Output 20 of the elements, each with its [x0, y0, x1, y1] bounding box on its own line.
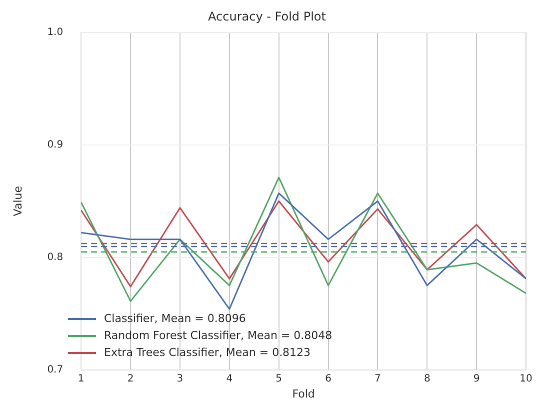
- x-tick-label: 10: [520, 373, 532, 384]
- x-tick-label: 8: [424, 373, 430, 384]
- y-tick-label: 1.0: [47, 26, 64, 38]
- legend-label: Random Forest Classifier, Mean = 0.8048: [104, 328, 332, 344]
- x-tick-label: 7: [374, 373, 381, 384]
- x-tick-label: 9: [473, 373, 480, 384]
- y-axis-title: Value: [11, 186, 24, 216]
- y-tick-label: 0.9: [47, 139, 64, 150]
- legend-label: Extra Trees Classifier, Mean = 0.8123: [104, 345, 311, 361]
- y-tick-label: 0.7: [47, 364, 64, 376]
- x-tick-label: 6: [325, 373, 332, 384]
- chart-title: Accuracy - Fold Plot: [208, 9, 326, 24]
- legend-label: Classifier, Mean = 0.8096: [104, 311, 246, 327]
- x-tick-label: 2: [127, 373, 134, 384]
- x-tick-label: 4: [226, 373, 233, 384]
- y-tick-label: 0.8: [47, 252, 64, 263]
- x-tick-label: 3: [176, 373, 184, 384]
- x-tick-label: 1: [78, 373, 84, 384]
- x-axis-title: Fold: [292, 387, 315, 400]
- x-tick-label: 5: [276, 373, 282, 384]
